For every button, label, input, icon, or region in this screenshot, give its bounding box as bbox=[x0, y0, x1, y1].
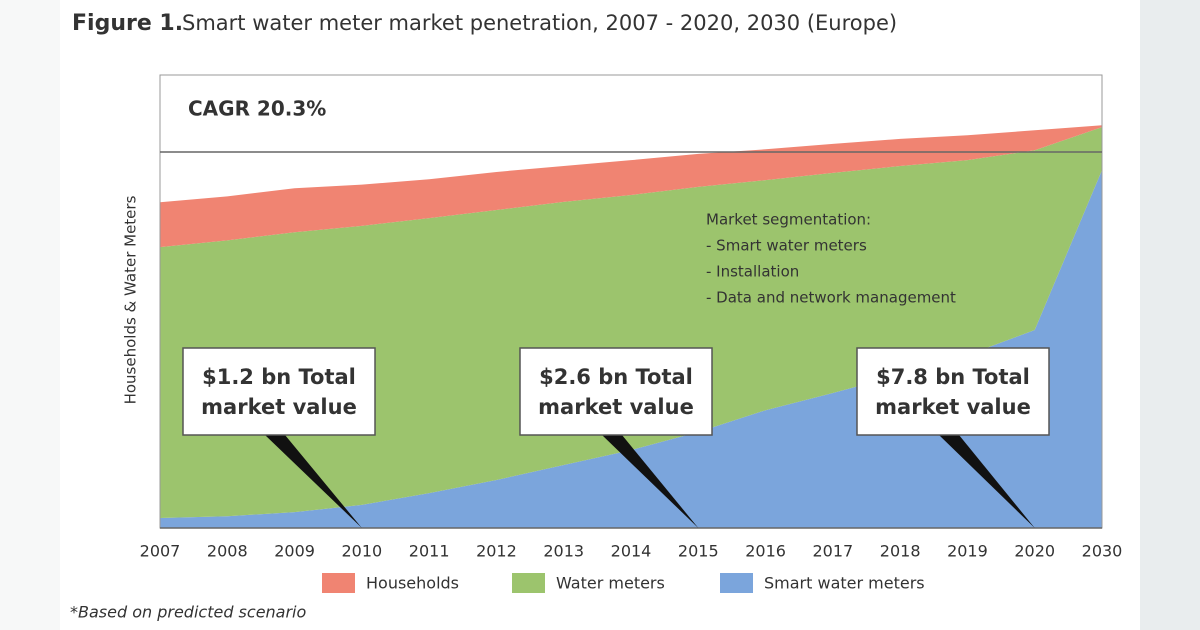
segmentation-note: - Data and network management bbox=[706, 289, 956, 307]
x-tick-label: 2008 bbox=[207, 542, 248, 561]
legend-label: Smart water meters bbox=[764, 574, 925, 593]
x-tick-label: 2017 bbox=[812, 542, 853, 561]
area bbox=[160, 125, 1102, 248]
callout-text: $1.2 bn Total bbox=[202, 365, 356, 389]
x-tick-label: 2011 bbox=[409, 542, 450, 561]
legend-swatch bbox=[720, 573, 753, 593]
legend-swatch bbox=[512, 573, 545, 593]
figure-label: Figure 1. bbox=[72, 11, 183, 36]
segmentation-note: - Installation bbox=[706, 263, 799, 281]
x-tick-label: 2012 bbox=[476, 542, 517, 561]
x-tick-label: 2020 bbox=[1014, 542, 1055, 561]
segmentation-note: - Smart water meters bbox=[706, 237, 867, 255]
callout-text: $2.6 bn Total bbox=[539, 365, 693, 389]
x-tick-label: 2007 bbox=[140, 542, 181, 561]
legend-label: Households bbox=[366, 574, 459, 593]
x-tick-label: 2010 bbox=[341, 542, 382, 561]
area bbox=[160, 127, 1102, 519]
callout-box bbox=[519, 347, 713, 436]
x-tick-label: 2030 bbox=[1082, 542, 1123, 561]
x-tick-label: 2013 bbox=[543, 542, 584, 561]
side-strip bbox=[0, 0, 60, 630]
callout-pointer bbox=[939, 435, 1035, 528]
callout-box bbox=[856, 347, 1050, 436]
callout-text: $7.8 bn Total bbox=[876, 365, 1030, 389]
chart-title: Smart water meter market penetration, 20… bbox=[182, 11, 897, 35]
segmentation-note: Market segmentation: bbox=[706, 211, 871, 229]
x-tick-label: 2009 bbox=[274, 542, 315, 561]
x-tick-label: 2015 bbox=[678, 542, 719, 561]
cagr-label: CAGR 20.3% bbox=[188, 97, 326, 121]
x-tick-label: 2019 bbox=[947, 542, 988, 561]
footnote: *Based on predicted scenario bbox=[70, 603, 307, 622]
callout-pointer bbox=[265, 435, 362, 528]
legend-swatch bbox=[322, 573, 355, 593]
callout-text: market value bbox=[875, 395, 1031, 419]
x-tick-label: 2014 bbox=[611, 542, 652, 561]
side-strip bbox=[1140, 0, 1200, 630]
area bbox=[160, 170, 1102, 528]
callout-text: market value bbox=[538, 395, 694, 419]
callout-box bbox=[182, 347, 376, 436]
legend-label: Water meters bbox=[556, 574, 665, 593]
plot-areas bbox=[160, 125, 1102, 528]
x-tick-label: 2016 bbox=[745, 542, 786, 561]
callout-text: market value bbox=[201, 395, 357, 419]
overlay: Market segmentation: - Smart water meters… bbox=[182, 211, 1050, 528]
callout-pointer bbox=[602, 435, 699, 528]
y-axis-label: Households & Water Meters bbox=[122, 195, 140, 404]
x-tick-label: 2018 bbox=[880, 542, 921, 561]
